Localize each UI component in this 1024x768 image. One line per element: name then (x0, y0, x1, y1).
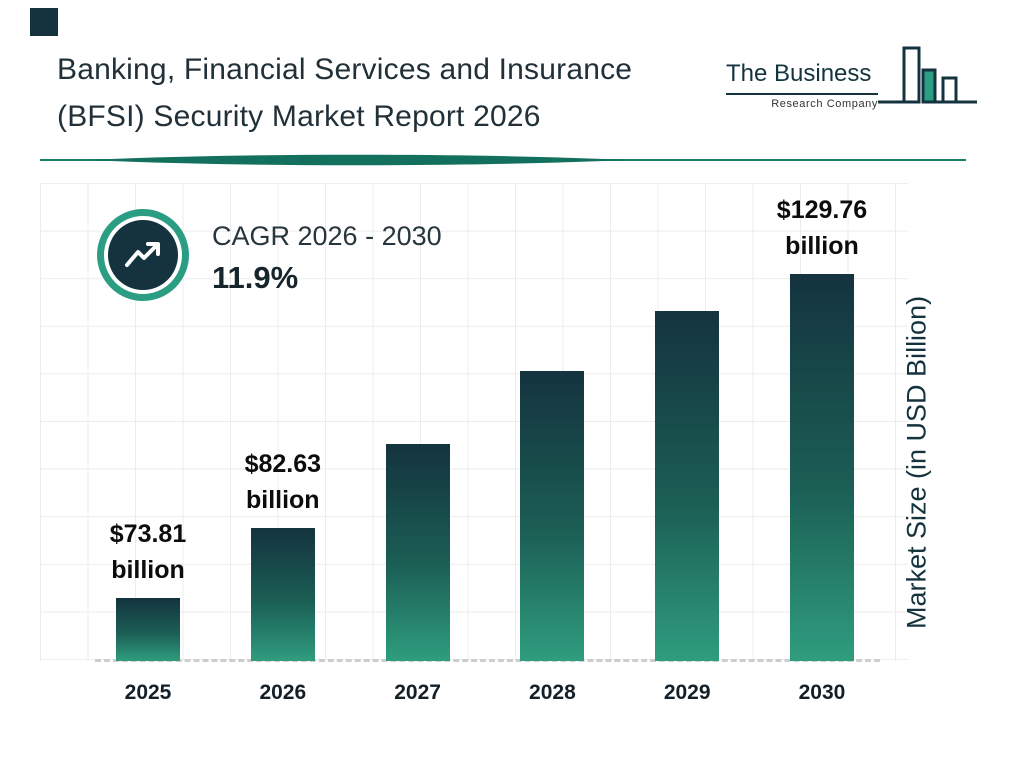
y-axis-label: Market Size (in USD Billion) (901, 295, 932, 629)
cagr-badge (97, 209, 189, 301)
company-logo: The Business Research Company (726, 46, 977, 124)
x-axis-baseline (95, 659, 880, 662)
cagr-label: CAGR 2026 - 2030 (212, 221, 442, 251)
corner-decoration (30, 8, 58, 36)
divider-line (40, 154, 966, 166)
bar-2029 (655, 311, 720, 661)
x-tick-label-2029: 2029 (663, 681, 711, 704)
page-title-line1: Banking, Financial Services and Insuranc… (57, 53, 633, 86)
bar-2026 (250, 528, 315, 661)
x-tick-label-2027: 2027 (394, 681, 441, 704)
bar-column-2027: 2027 (375, 183, 461, 704)
bar-value-label-2026: $82.63 billion (244, 450, 322, 514)
bar-2027 (385, 444, 450, 661)
x-tick-label-2025: 2025 (124, 681, 172, 704)
bar-2030 (789, 274, 854, 661)
bar-2025 (116, 598, 180, 661)
bar-chart-logo-icon (878, 46, 977, 104)
x-tick-label-2026: 2026 (259, 681, 307, 704)
x-tick-label-2028: 2028 (529, 681, 576, 704)
logo-text-primary: The Business (726, 60, 878, 95)
x-tick-label-2030: 2030 (798, 681, 846, 704)
bar-column-2028: 2028 (509, 183, 595, 704)
bar-value-label-2030: $129.76 billion (776, 196, 868, 260)
cagr-badge-core (108, 220, 178, 290)
bars-row: $73.81 billion 2025 $82.63 billion 2026 2027 20… (105, 183, 867, 704)
bar-column-2026: $82.63 billion 2026 (240, 183, 326, 704)
logo-text-secondary: Research Company (771, 98, 878, 110)
cagr-value: 11.9% (212, 260, 299, 295)
page-title: Banking, Financial Services and Insuranc… (57, 46, 632, 140)
bar-2028 (520, 371, 585, 661)
bar-column-2029: 2029 (644, 183, 730, 704)
bar-column-2030: $129.76 billion 2030 (777, 183, 867, 704)
page-title-line2: (BFSI) Security Market Report 2026 (57, 100, 541, 133)
trending-up-icon (125, 242, 160, 267)
bar-column-2025: $73.81 billion 2025 (105, 183, 191, 704)
bar-value-label-2025: $73.81 billion (109, 520, 187, 584)
